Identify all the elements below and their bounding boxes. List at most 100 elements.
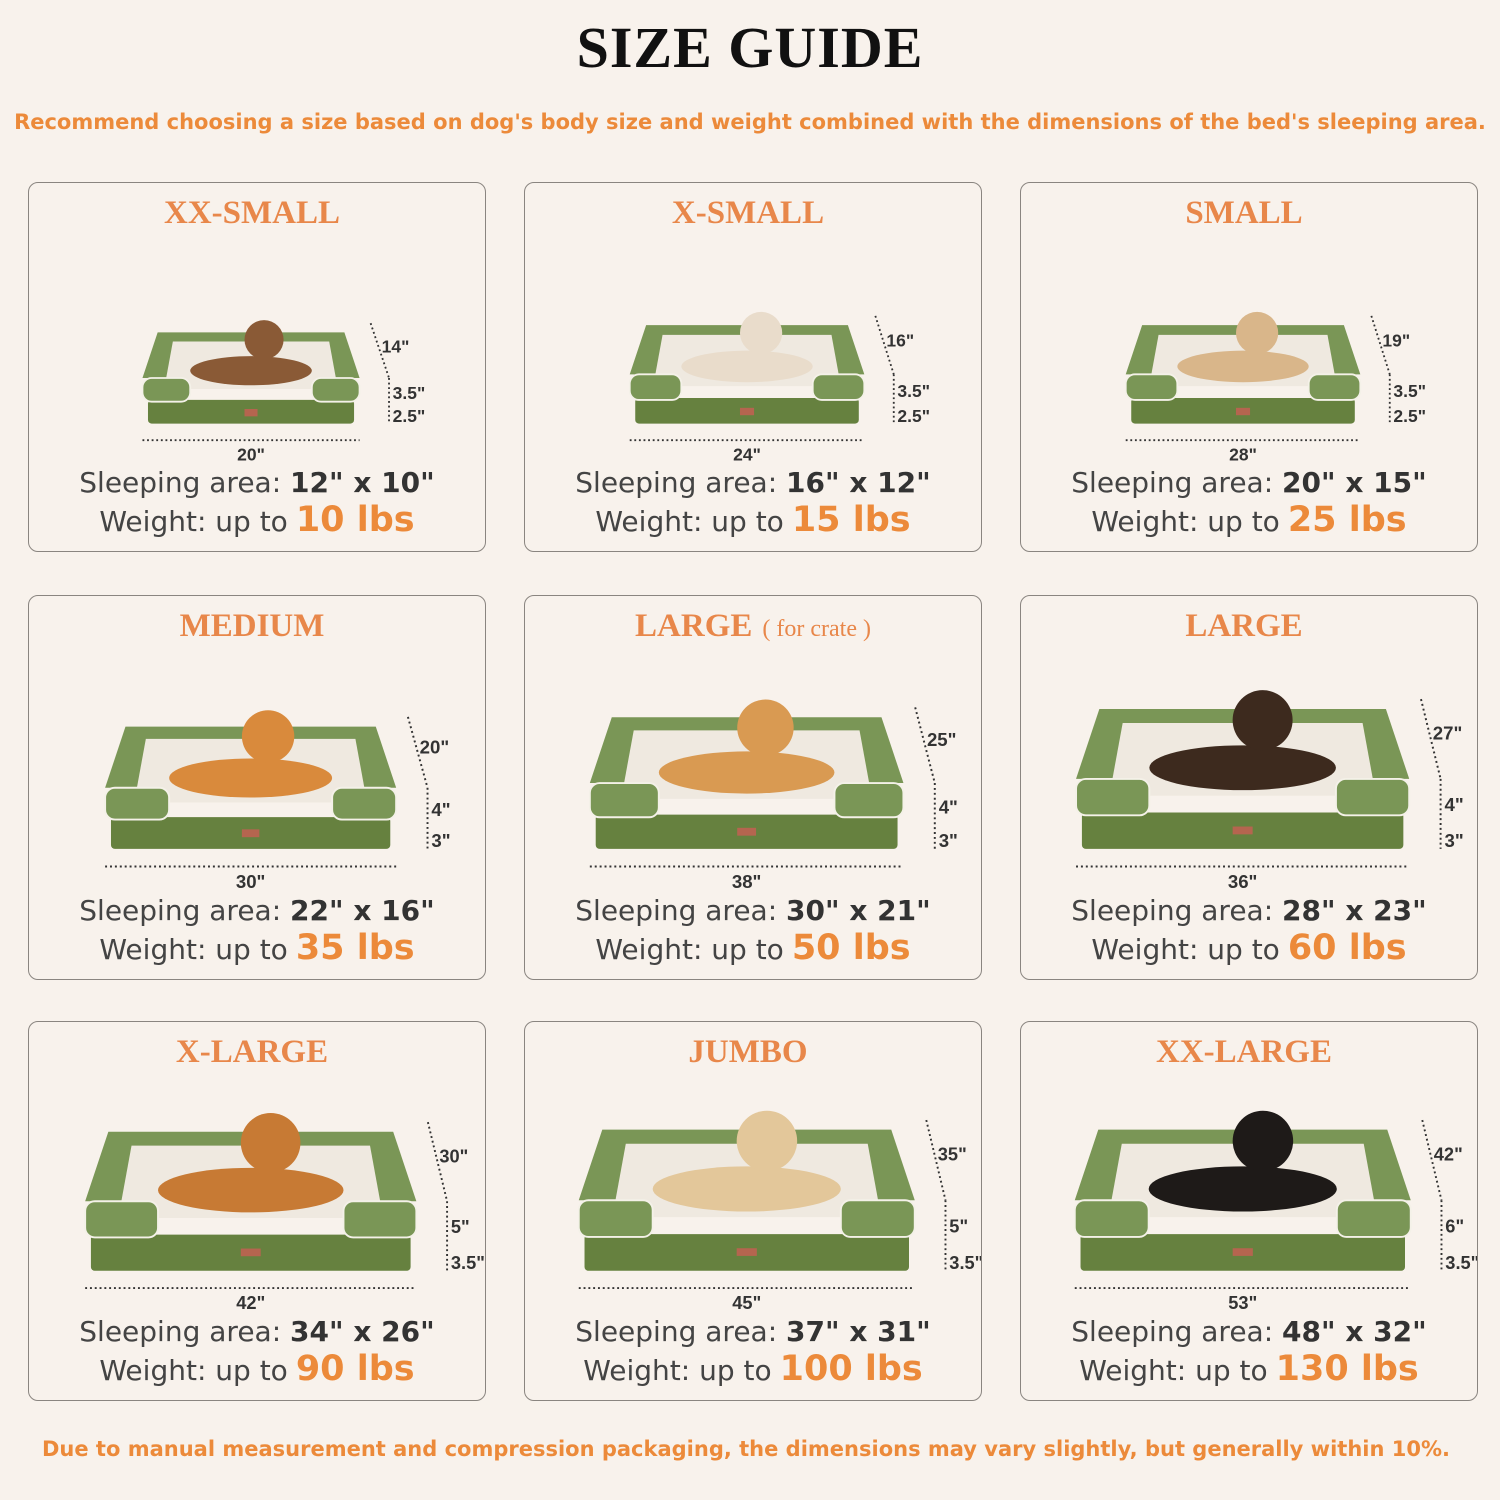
cushion-height-label: 6" [1445, 1216, 1464, 1237]
size-title: X-LARGE [176, 1030, 338, 1074]
base-height-label: 2.5" [1393, 406, 1426, 426]
bed-bolster-left [628, 373, 683, 401]
sleeping-area: Sleeping area: 16" x 12" [575, 465, 930, 501]
sleeping-area-label: Sleeping area: [79, 466, 282, 499]
bed-bolster-left [84, 1200, 159, 1239]
base-height-label: 2.5" [897, 406, 930, 426]
weight-label: Weight: up to [99, 1354, 288, 1387]
weight: Weight: up to 35 lbs [99, 929, 414, 969]
cushion-height-label: 5" [451, 1216, 470, 1237]
footer-note: Due to manual measurement and compressio… [42, 1437, 1450, 1461]
sleeping-area-value: 48" x 32" [1282, 1315, 1427, 1348]
size-name: LARGE [1185, 608, 1303, 644]
sleeping-area: Sleeping area: 22" x 16" [79, 893, 434, 929]
width-label: 36" [1228, 871, 1258, 892]
weight: Weight: up to 25 lbs [1091, 501, 1406, 541]
weight-label: Weight: up to [99, 505, 288, 538]
depth-label: 30" [439, 1145, 468, 1166]
weight-value: 10 lbs [295, 500, 415, 540]
weight: Weight: up to 100 lbs [583, 1350, 923, 1390]
brand-label [1232, 1248, 1253, 1256]
bed-bolster-right [331, 786, 398, 821]
size-title: X-SMALL [672, 191, 834, 235]
weight: Weight: up to 10 lbs [99, 501, 414, 541]
sleeping-area-value: 30" x 21" [786, 894, 931, 927]
pet-head [244, 320, 284, 360]
cushion-height-label: 4" [431, 799, 450, 820]
sleeping-area: Sleeping area: 28" x 23" [1071, 893, 1426, 929]
size-title: LARGE ( for crate ) [635, 604, 871, 648]
size-card: X-SMALL 24" 16" 3.5" 2.5" Sleeping area: 16… [524, 182, 982, 552]
depth-label: 16" [886, 331, 914, 351]
weight-value: 15 lbs [791, 500, 911, 540]
bed-bolster-left [104, 786, 171, 821]
cushion-height-label: 4" [939, 796, 958, 817]
base-height-label: 3.5" [451, 1252, 485, 1273]
pet-head [1232, 690, 1293, 751]
weight-label: Weight: up to [1091, 933, 1280, 966]
pet-head [736, 1110, 798, 1172]
depth-dimension-line [874, 315, 895, 375]
sleeping-area: Sleeping area: 30" x 21" [575, 893, 930, 929]
size-title: MEDIUM [180, 604, 335, 648]
sleeping-area-value: 37" x 31" [786, 1315, 931, 1348]
sleeping-area-label: Sleeping area: [1071, 894, 1274, 927]
sleeping-area: Sleeping area: 12" x 10" [79, 465, 434, 501]
sleeping-area: Sleeping area: 20" x 15" [1071, 465, 1426, 501]
weight-label: Weight: up to [595, 505, 784, 538]
bed-bolster-left [1124, 373, 1179, 401]
brand-label [736, 1248, 757, 1256]
pet-body [681, 350, 813, 383]
width-label: 24" [733, 444, 761, 464]
bed-bolster-right [1307, 373, 1362, 401]
weight-value: 50 lbs [791, 928, 911, 968]
width-label: 30" [236, 871, 266, 892]
pet-head [739, 311, 783, 355]
size-note: ( for crate ) [762, 616, 871, 642]
size-name: XX-LARGE [1155, 1034, 1332, 1070]
sleeping-area: Sleeping area: 48" x 32" [1071, 1314, 1426, 1350]
brand-label [1232, 826, 1253, 835]
size-name: X-SMALL [671, 195, 825, 231]
depth-label: 14" [382, 336, 410, 356]
sleeping-area-label: Sleeping area: [575, 894, 778, 927]
bed-bolster-right [1334, 777, 1411, 817]
bed-bolster-left [1073, 1199, 1150, 1238]
size-title: SMALL [1185, 191, 1312, 235]
pet-body [1149, 745, 1336, 791]
size-card: X-LARGE 42" 30" 5" 3.5" Sleeping area: 34" … [28, 1021, 486, 1401]
depth-dimension-line [1421, 1119, 1443, 1201]
pet-head [1232, 1110, 1294, 1172]
width-label: 28" [1229, 444, 1257, 464]
size-name: LARGE [635, 608, 753, 644]
size-card: XX-SMALL 20" 14" 3.5" 2.5" Sleeping area: 1… [28, 182, 486, 552]
brand-label [241, 829, 260, 838]
depth-dimension-line [369, 322, 390, 379]
depth-dimension-line [1420, 698, 1442, 780]
bed-illustration: 36" 27" 4" 3" [1075, 690, 1464, 892]
size-card: XX-LARGE 53" 42" 6" 3.5" Sleeping area: 48"… [1020, 1021, 1478, 1401]
size-title: LARGE [1185, 604, 1312, 648]
sleeping-area-value: 34" x 26" [290, 1315, 435, 1348]
cushion-height-label: 3.5" [1393, 381, 1426, 401]
weight-value: 100 lbs [779, 1349, 923, 1389]
depth-dimension-line [914, 707, 936, 784]
weight-label: Weight: up to [99, 933, 288, 966]
width-label: 38" [732, 871, 762, 892]
sleeping-area-value: 16" x 12" [786, 466, 931, 499]
width-label: 53" [1228, 1292, 1257, 1313]
sleeping-area-label: Sleeping area: [79, 1315, 282, 1348]
bed-bolster-right [1335, 1199, 1412, 1238]
size-card: JUMBO 45" 35" 5" 3.5" Sleeping area: 37" x … [524, 1021, 982, 1401]
pet-body [658, 751, 835, 794]
size-card: LARGE ( for crate ) 38" 25" 4" 3" Sleeping a… [524, 595, 982, 980]
base-height-label: 3" [939, 830, 958, 851]
size-card: SMALL 28" 19" 3.5" 2.5" Sleeping area: 20" … [1020, 182, 1478, 552]
size-name: MEDIUM [179, 608, 325, 644]
size-name: X-LARGE [175, 1034, 329, 1070]
depth-label: 19" [1382, 331, 1410, 351]
sleeping-area-label: Sleeping area: [1071, 466, 1274, 499]
weight-label: Weight: up to [1091, 505, 1280, 538]
cushion-height-label: 3.5" [897, 381, 930, 401]
pet-body [158, 1167, 344, 1213]
